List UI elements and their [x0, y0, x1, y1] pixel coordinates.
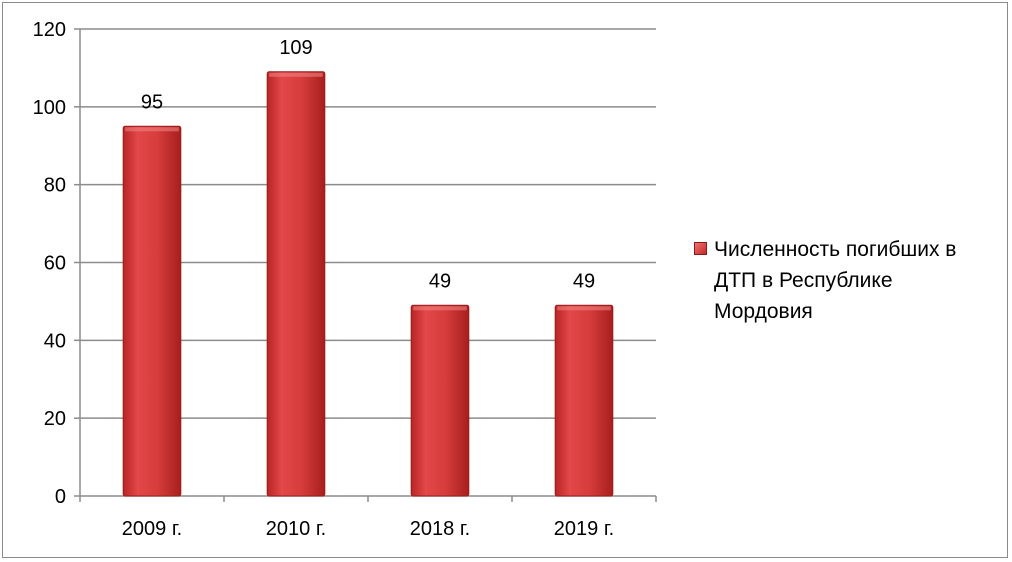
legend: Численность погибших в ДТП в Республике …	[694, 234, 994, 327]
bar-highlight	[413, 306, 467, 311]
y-tick-label: 40	[44, 330, 66, 352]
y-tick-label: 20	[44, 408, 66, 430]
x-tick-label: 2018 г.	[410, 518, 470, 540]
y-tick-label: 80	[44, 175, 66, 197]
y-tick-label: 60	[44, 253, 66, 275]
data-label: 95	[141, 91, 163, 113]
legend-entry: Численность погибших в ДТП в Республике …	[714, 238, 957, 323]
y-tick-label: 120	[33, 19, 66, 41]
bars	[122, 71, 614, 497]
data-label: 49	[573, 270, 595, 292]
x-tick-label: 2009 г.	[122, 518, 182, 540]
y-tick-labels: 0 20 40 60 80 100 120	[33, 19, 66, 508]
data-label: 49	[429, 270, 451, 292]
bar	[122, 125, 182, 497]
data-labels: 95 109 49 49	[141, 37, 595, 292]
legend-swatch	[694, 242, 707, 255]
x-tick-label: 2019 г.	[554, 518, 614, 540]
bar	[266, 71, 326, 497]
data-label: 109	[279, 37, 312, 59]
bar	[554, 304, 614, 497]
x-tick-label: 2010 г.	[266, 518, 326, 540]
bar-highlight	[125, 127, 179, 132]
x-tick-labels: 2009 г. 2010 г. 2018 г. 2019 г.	[122, 518, 614, 540]
bar-highlight	[557, 306, 611, 311]
bar-highlight	[269, 72, 323, 77]
bar	[410, 304, 470, 497]
y-tick-label: 100	[33, 97, 66, 119]
y-tick-label: 0	[55, 486, 66, 508]
